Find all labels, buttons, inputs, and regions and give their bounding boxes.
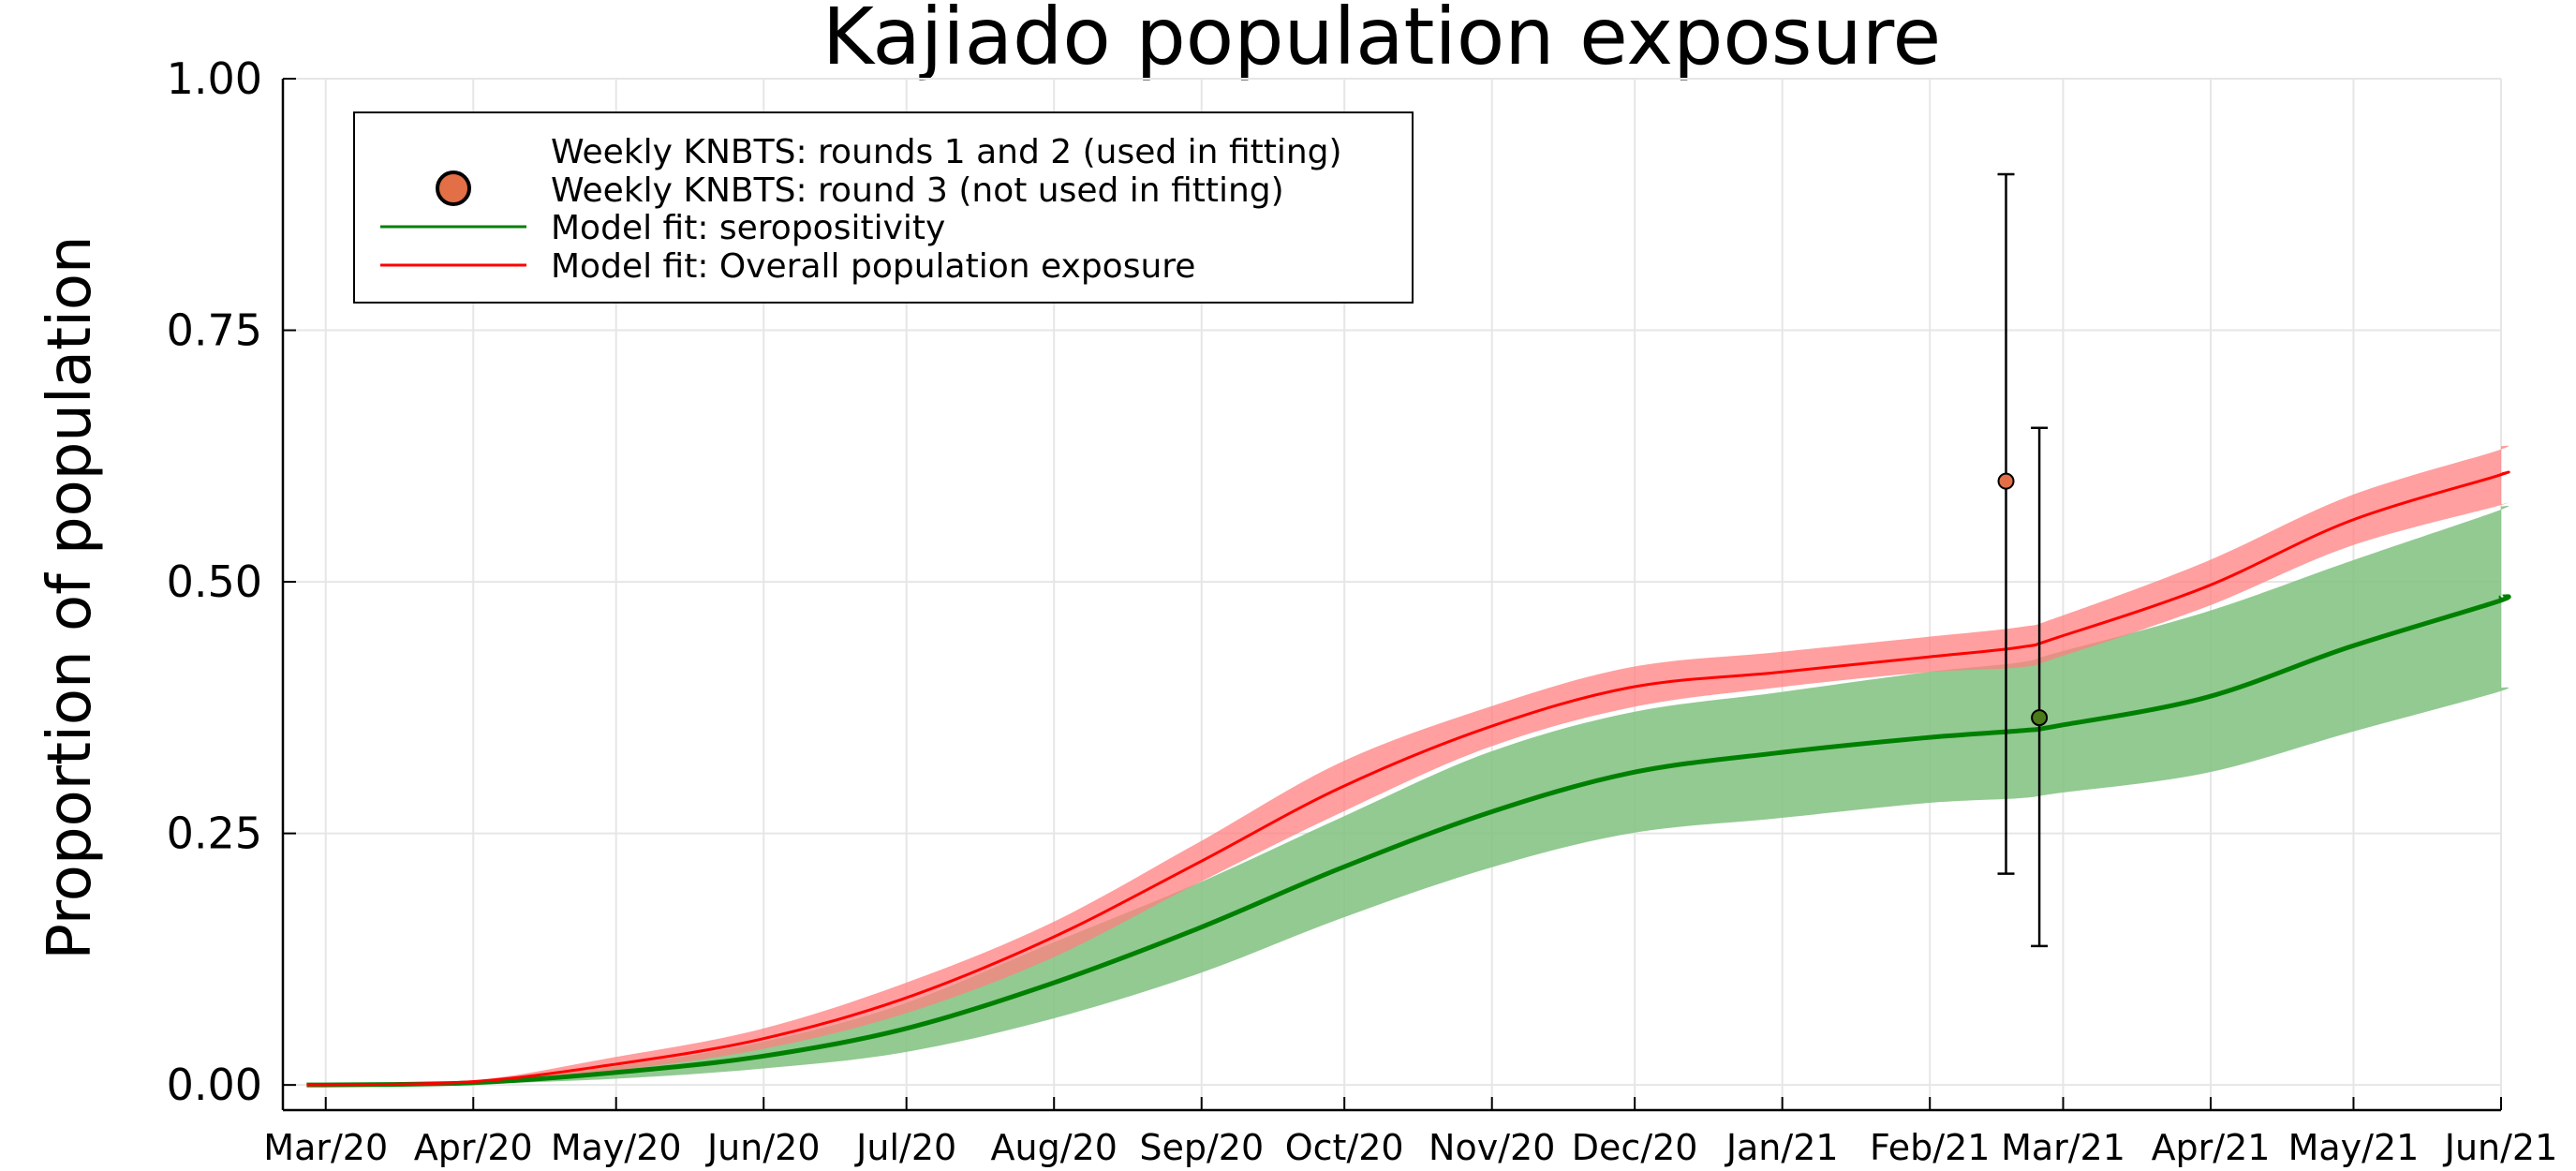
line-seropositivity (306, 594, 2511, 1088)
confidence-bands (306, 445, 2509, 1086)
x-tick-labels: Mar/20 Apr/20 May/20 Jun/20 Jul/20 Aug/20 Sep/… (263, 1127, 2557, 1168)
y-tick-label: 0.50 (167, 556, 262, 607)
x-tick-label: Jun/20 (705, 1127, 821, 1168)
error-bars (1997, 172, 2049, 948)
data-point-round12 (2031, 709, 2049, 727)
y-tick-label: 0.00 (167, 1060, 262, 1110)
x-tick-label: Oct/20 (1285, 1127, 1404, 1168)
series-lines (306, 470, 2511, 1088)
y-axis-label: Proportion of population (36, 235, 105, 959)
legend-label-round3: Weekly KNBTS: round 3 (not used in fitti… (551, 171, 1284, 210)
x-tick-label: Mar/20 (263, 1127, 388, 1168)
y-tick-label: 0.75 (167, 305, 262, 356)
x-tick-label: Apr/20 (414, 1127, 533, 1168)
y-tick-label: 0.25 (167, 808, 262, 859)
legend-marker-round3 (436, 170, 471, 206)
x-tick-label: Mar/21 (2001, 1127, 2125, 1168)
x-tick-label: Jul/20 (854, 1127, 956, 1168)
band-seropositivity (306, 505, 2509, 1086)
x-tick-label: May/20 (551, 1127, 682, 1168)
x-tick-label: Apr/21 (2152, 1127, 2271, 1168)
x-tick-label: Jun/21 (2443, 1127, 2558, 1168)
y-tick-labels: 0.00 0.25 0.50 0.75 1.00 (167, 53, 262, 1110)
legend-label-exposure: Model fit: Overall population exposure (551, 247, 1195, 286)
band-exposure (306, 445, 2509, 1086)
chart-title: Kajiado population exposure (822, 0, 1941, 82)
y-tick-label: 1.00 (167, 53, 262, 104)
legend: Weekly KNBTS: rounds 1 and 2 (used in fi… (353, 111, 1414, 304)
data-point-round3 (1997, 472, 2015, 490)
x-tick-label: Jan/21 (1725, 1127, 1839, 1168)
legend-box (353, 111, 1414, 304)
x-tick-label: Aug/20 (991, 1127, 1118, 1168)
legend-label-round12: Weekly KNBTS: rounds 1 and 2 (used in fi… (551, 133, 1342, 171)
x-tick-label: Sep/20 (1139, 1127, 1264, 1168)
x-tick-label: Feb/21 (1870, 1127, 1990, 1168)
x-tick-label: May/21 (2288, 1127, 2420, 1168)
x-tick-label: Nov/20 (1429, 1127, 1555, 1168)
legend-label-seropositivity: Model fit: seropositivity (551, 209, 945, 247)
x-tick-label: Dec/20 (1572, 1127, 1698, 1168)
axes (281, 78, 2502, 1112)
line-exposure (306, 470, 2510, 1087)
